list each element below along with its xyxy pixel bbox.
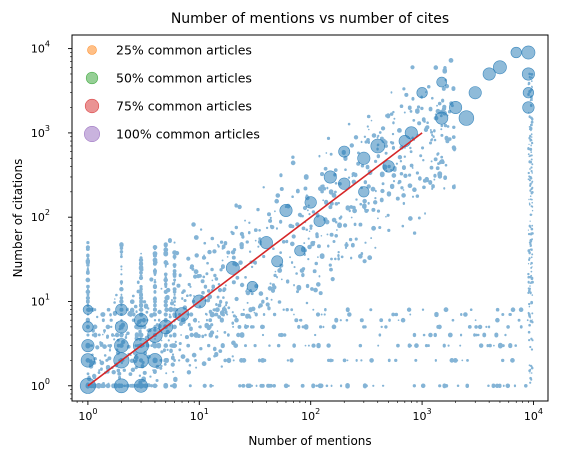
- data-point: [458, 110, 475, 126]
- data-point: [338, 145, 351, 158]
- legend-marker: [84, 98, 100, 114]
- data-point: [304, 196, 317, 209]
- data-point: [259, 236, 273, 250]
- data-point: [382, 160, 395, 173]
- data-point: [436, 76, 448, 88]
- x-tick-label: 102: [301, 407, 320, 423]
- legend-marker: [87, 45, 97, 55]
- fit-line: [87, 132, 423, 387]
- data-point: [271, 255, 284, 268]
- data-point: [82, 304, 93, 315]
- data-point: [521, 45, 536, 60]
- legend-label: 100% common articles: [116, 127, 260, 142]
- data-point: [225, 260, 240, 275]
- y-axis-label: Number of citations: [11, 159, 25, 278]
- data-point: [510, 46, 522, 59]
- data-point: [114, 378, 129, 394]
- data-point: [114, 320, 128, 334]
- data-point: [435, 111, 449, 125]
- data-point: [338, 177, 351, 190]
- legend-marker: [85, 71, 99, 85]
- data-point: [80, 353, 95, 368]
- data-point: [147, 353, 163, 368]
- data-point: [323, 170, 337, 184]
- y-tick-label: 103: [31, 124, 50, 140]
- data-point: [522, 87, 535, 99]
- y-tick-label: 101: [31, 292, 50, 308]
- data-point: [370, 138, 386, 154]
- data-point: [246, 281, 258, 293]
- x-tick-label: 100: [78, 407, 97, 423]
- data-point: [522, 101, 535, 114]
- data-point: [468, 86, 482, 100]
- data-point: [404, 126, 418, 140]
- data-point: [82, 321, 94, 333]
- data-point: [449, 101, 463, 115]
- data-points: [79, 45, 536, 394]
- y-tick-label: 100: [31, 377, 50, 393]
- y-tick-label: 104: [31, 40, 50, 56]
- legend-label: 25% common articles: [116, 43, 252, 58]
- point-cloud: [85, 57, 534, 389]
- data-point: [134, 378, 148, 393]
- legend-label: 75% common articles: [116, 99, 252, 114]
- point-cloud-marks: [85, 57, 534, 389]
- data-point: [294, 245, 306, 257]
- y-axis: 100 101 102 103 104: [31, 40, 72, 400]
- x-axis-label: Number of mentions: [248, 434, 371, 448]
- chart-title: Number of mentions vs number of cites: [171, 11, 449, 27]
- x-axis: 100 101 102 103 104: [76, 401, 543, 423]
- data-point: [357, 151, 371, 165]
- plot-frame: [71, 34, 549, 402]
- data-point: [482, 67, 496, 81]
- data-point: [133, 352, 149, 369]
- data-point: [134, 313, 148, 328]
- data-point: [313, 215, 326, 227]
- legend-label: 50% common articles: [116, 71, 252, 86]
- data-point: [358, 186, 370, 198]
- data-point: [279, 204, 293, 218]
- data-point: [81, 339, 95, 353]
- y-tick-label: 102: [31, 208, 50, 224]
- fit-line-layer: [87, 132, 423, 387]
- data-point: [492, 60, 507, 75]
- legend: 25% common articles 50% common articles 75…: [84, 43, 260, 143]
- data-point: [416, 87, 428, 99]
- x-tick-label: 101: [190, 407, 209, 423]
- data-point: [521, 67, 535, 81]
- data-point: [115, 303, 128, 316]
- data-point: [114, 338, 129, 353]
- x-tick-label: 104: [524, 407, 543, 423]
- x-tick-label: 103: [413, 407, 432, 423]
- legend-marker: [84, 126, 101, 143]
